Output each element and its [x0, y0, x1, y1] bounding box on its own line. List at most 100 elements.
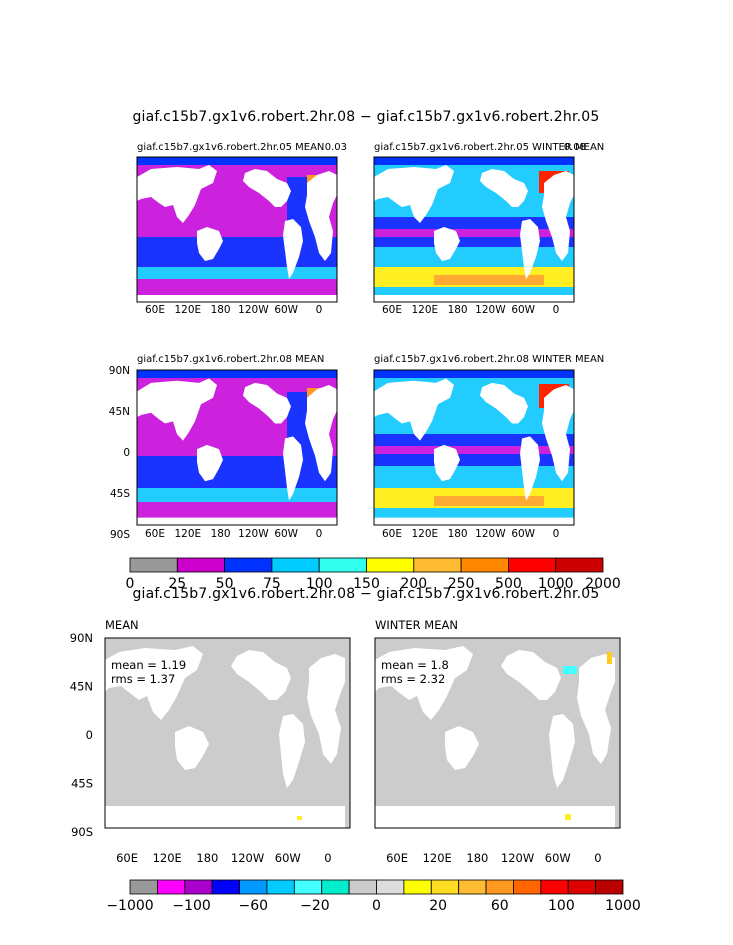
- lat-tick-label: 45S: [71, 777, 93, 791]
- bottom-panel-winter: [374, 637, 621, 829]
- colorbar-swatch: [239, 879, 268, 895]
- colorbar-label: −1000: [106, 898, 153, 914]
- colorbar-label: 20: [429, 898, 447, 914]
- mean-label-left: mean = 1.19: [111, 658, 186, 672]
- top-panel-winter-08: [373, 369, 575, 526]
- lat-tick-label: 90S: [71, 825, 93, 839]
- mean-label-right: mean = 1.8: [381, 658, 449, 672]
- panel-frame: [104, 637, 351, 829]
- colorbar-label: 500: [495, 576, 522, 592]
- lon-tick-label: 180: [211, 528, 231, 540]
- lon-tick-label: 120W: [231, 851, 264, 865]
- colorbar-swatch: [485, 879, 514, 895]
- arctic-band: [137, 157, 337, 165]
- lon-tick-label: 0: [594, 851, 601, 865]
- colorbar-swatch: [318, 557, 367, 573]
- colorbar-label: 1000: [538, 576, 574, 592]
- panel-title-bottom-right: WINTER MEAN: [375, 618, 458, 632]
- rms-label-left: rms = 1.37: [111, 672, 175, 686]
- panel-frame: [136, 156, 338, 303]
- colorbar-swatch: [129, 557, 178, 573]
- panel-frame: [373, 369, 575, 526]
- field-band-cyan: [137, 267, 337, 279]
- field-band-magenta: [374, 446, 574, 454]
- bottom-figure-title: giaf.c15b7.gx1v6.robert.2hr.08 − giaf.c1…: [132, 586, 599, 602]
- colorbar-swatch: [458, 879, 487, 895]
- lon-tick-label: 180: [196, 851, 218, 865]
- lon-tick-label: 60W: [275, 851, 301, 865]
- top-panel-mean-05: [136, 156, 338, 303]
- colorbar-swatch: [513, 879, 542, 895]
- colorbar-swatch: [413, 557, 462, 573]
- lon-tick-label: 120W: [238, 528, 269, 540]
- lon-tick-label: 120E: [174, 528, 201, 540]
- colorbar-swatch: [184, 879, 213, 895]
- colorbar-label: 2000: [585, 576, 621, 592]
- colorbar-swatch: [321, 879, 350, 895]
- top-figure-title: giaf.c15b7.gx1v6.robert.2hr.08 − giaf.c1…: [132, 109, 599, 125]
- panel-title-tr: giaf.c15b7.gx1v6.robert.2hr.05 WINTER ME…: [374, 142, 604, 153]
- lat-tick-label: 45N: [70, 680, 93, 694]
- arctic-band: [137, 370, 337, 378]
- bottom-panel-mean: [104, 637, 351, 829]
- lon-tick-label: 120W: [475, 528, 506, 540]
- colorbar-swatch: [403, 879, 432, 895]
- top-colorbar: 0 25 50 75 100 150 200 250 500 1000 2000: [126, 557, 621, 592]
- colorbar-label: 250: [448, 576, 475, 592]
- colorbar-swatch: [266, 879, 295, 895]
- lon-tick-label: 180: [448, 528, 468, 540]
- lon-tick-label: 60W: [511, 304, 535, 316]
- colorbar-swatch: [129, 879, 158, 895]
- colorbar-swatch: [293, 879, 323, 895]
- lon-tick-label: 0: [553, 304, 560, 316]
- bottom-colorbar: −1000 −100 −60 −20 0 20 60 100 1000: [106, 879, 641, 914]
- panel-title-br: giaf.c15b7.gx1v6.robert.2hr.08 WINTER ME…: [374, 354, 604, 365]
- field-hotspot-3: [565, 814, 571, 820]
- lon-tick-label: 120W: [475, 304, 506, 316]
- colorbar-swatch: [460, 557, 509, 573]
- colorbar-label: 50: [216, 576, 234, 592]
- top-lon-ticks-lower: 60E 120E 180 120W 60W 0 60E 120E 180 120W 60W 0: [145, 528, 559, 540]
- lon-tick-label: 60W: [274, 528, 298, 540]
- colorbar-label: 1000: [605, 898, 641, 914]
- colorbar-swatch: [348, 879, 377, 895]
- colorbar-swatch: [567, 879, 597, 895]
- colorbar-label: 25: [168, 576, 186, 592]
- lon-tick-label: 60E: [382, 304, 402, 316]
- colorbar-swatch: [507, 557, 557, 573]
- field-hotspot-2: [607, 652, 612, 664]
- lon-tick-label: 120E: [423, 851, 452, 865]
- lon-tick-label: 120W: [238, 304, 269, 316]
- panel-max-tr: 0.08: [564, 142, 586, 153]
- colorbar-swatch: [211, 879, 240, 895]
- lon-tick-label: 120E: [174, 304, 201, 316]
- bottom-lon-ticks-right: 60E 120E 180 120W 60W 0: [386, 851, 602, 865]
- colorbar-swatch: [224, 557, 273, 573]
- lon-tick-label: 120E: [153, 851, 182, 865]
- field-hotspot: [563, 666, 577, 674]
- colorbar-swatch: [540, 879, 569, 895]
- panel-frame: [136, 369, 338, 526]
- field-band-magenta: [374, 229, 574, 237]
- top-lat-ticks: 90N 45N 0 45S 90S: [109, 365, 131, 541]
- colorbar-swatch: [156, 879, 186, 895]
- lon-tick-label: 60W: [274, 304, 298, 316]
- lat-tick-label: 45S: [110, 488, 130, 500]
- panel-frame: [373, 156, 575, 303]
- panel-title-bl: giaf.c15b7.gx1v6.robert.2hr.08 MEAN: [137, 354, 324, 365]
- lat-tick-label: 90S: [110, 529, 130, 541]
- lon-tick-label: 60E: [116, 851, 138, 865]
- lon-tick-label: 120E: [411, 304, 438, 316]
- lon-tick-label: 120W: [501, 851, 534, 865]
- field-band-cyan: [137, 488, 337, 502]
- lon-tick-label: 60E: [145, 528, 165, 540]
- lat-tick-label: 45N: [109, 406, 130, 418]
- panel-title-tl: giaf.c15b7.gx1v6.robert.2hr.05 MEAN: [137, 142, 324, 153]
- lon-tick-label: 60W: [545, 851, 571, 865]
- lat-tick-label: 90N: [109, 365, 130, 377]
- lon-tick-label: 60E: [386, 851, 408, 865]
- colorbar-swatch: [366, 557, 415, 573]
- colorbar-swatch: [430, 879, 460, 895]
- arctic-band: [374, 157, 574, 165]
- panel-frame: [374, 637, 621, 829]
